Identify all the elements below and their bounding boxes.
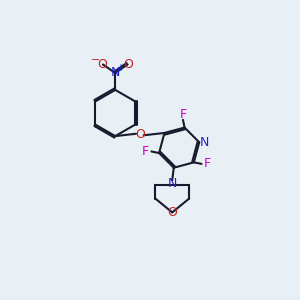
Text: O: O [123,58,133,71]
Text: O: O [97,58,107,71]
Text: N: N [168,177,177,190]
Text: N: N [200,136,209,149]
Text: +: + [116,63,124,73]
Text: −: − [91,55,101,65]
Text: O: O [167,206,177,219]
Text: N: N [111,67,120,80]
Text: F: F [179,108,187,121]
Text: F: F [204,158,211,170]
Text: F: F [142,145,149,158]
Text: O: O [135,128,145,141]
